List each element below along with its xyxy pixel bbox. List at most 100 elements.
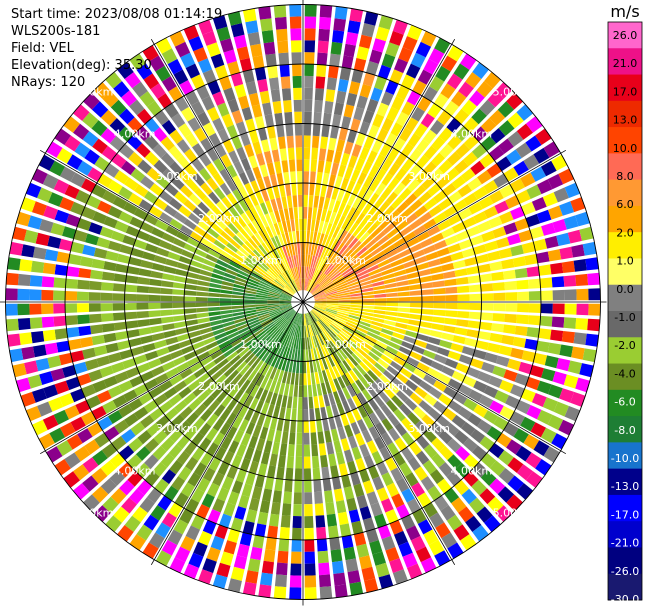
range-gate-cell [394,530,408,546]
range-gate-cell [235,121,247,135]
range-gate-cell [318,443,327,456]
range-gate-cell [280,293,292,299]
range-gate-cell [303,183,309,195]
range-gate-cell [101,271,115,281]
range-gate-cell [453,524,470,541]
range-gate-cell [269,266,279,277]
range-gate-cell [313,270,321,282]
range-gate-cell [344,272,356,281]
range-gate-cell [556,232,571,246]
range-gate-cell [274,161,282,174]
range-gate-cell [423,429,437,443]
range-gate-cell [267,302,280,304]
range-gate-cell [84,439,100,455]
range-gate-cell [463,117,479,133]
range-gate-cell [448,400,462,413]
range-gate-cell [351,382,361,395]
elevation-label: Elevation(deg): 35.30 [11,58,152,73]
range-gate-cell [163,387,178,400]
range-gate-cell [335,228,345,240]
range-gate-cell [352,367,363,379]
range-gate-cell [197,477,211,493]
range-gate-cell [286,135,294,149]
range-gate-cell [288,282,296,293]
range-ring-label: 3.00km [408,170,450,183]
range-gate-cell [319,318,329,329]
range-gate-cell [114,419,129,434]
range-gate-cell [571,244,585,258]
colorbar-segment [608,74,642,102]
range-gate-cell [250,546,263,561]
range-gate-cell [348,314,361,320]
range-gate-cell [261,402,270,415]
range-gate-cell [559,344,574,358]
range-gate-cell [392,332,405,340]
range-gate-cell [350,421,361,435]
range-gate-cell [281,306,293,313]
range-gate-cell [236,443,247,458]
range-gate-cell [220,154,232,168]
range-gate-cell [169,460,184,475]
range-gate-cell [258,348,268,360]
range-gate-cell [514,325,528,336]
range-gate-cell [552,219,567,233]
range-gate-cell [206,482,220,498]
range-gate-cell [230,23,245,38]
range-gate-cell [510,206,525,220]
colorbar-segment [608,468,642,496]
range-gate-cell [74,445,91,462]
range-gate-cell [468,201,483,215]
range-gate-cell [461,488,477,505]
range-gate-cell [257,311,269,317]
range-gate-cell [310,310,319,321]
range-gate-cell [130,346,145,357]
range-gate-cell [310,255,315,268]
range-gate-cell [277,454,286,468]
range-gate-cell [521,201,536,216]
range-gate-cell [114,220,129,233]
range-gate-cell [463,454,479,470]
range-gate-cell [304,52,315,65]
colorbar-tick-label: 10.0 [613,142,638,155]
range-gate-cell [97,416,113,431]
range-gate-cell [160,309,173,317]
range-gate-cell [304,266,307,279]
range-gate-cell [396,85,410,100]
range-gate-cell [365,354,377,366]
range-gate-cell [267,465,276,479]
range-gate-cell [260,318,272,326]
range-gate-cell [251,372,261,385]
range-gate-cell [587,272,600,286]
range-gate-cell [247,319,260,326]
range-gate-cell [93,345,108,357]
range-gate-cell [363,338,375,347]
range-gate-cell [326,298,339,301]
range-gate-cell [265,226,274,239]
range-gate-cell [263,415,272,429]
range-gate-cell [321,332,329,344]
range-gate-cell [245,284,258,290]
range-gate-cell [194,346,208,356]
range-gate-cell [442,270,456,279]
range-gate-cell [355,132,366,147]
range-gate-cell [348,237,359,249]
range-gate-cell [415,450,430,465]
range-gate-cell [341,374,351,387]
range-gate-cell [347,317,360,323]
range-gate-cell [267,353,276,366]
range-gate-cell [362,480,375,494]
range-gate-cell [326,307,338,311]
colorbar-tick-label: -30.0 [611,593,639,606]
range-gate-cell [194,248,208,258]
colorbar-tick-label: 21.0 [613,57,638,70]
range-gate-cell [332,114,342,128]
range-gate-cell [186,271,200,280]
range-gate-cell [365,334,377,344]
range-gate-cell [54,209,70,224]
range-gate-cell [254,116,265,130]
range-gate-cell [157,93,173,109]
colorbar-tick-label: 13.0 [613,114,638,127]
range-gate-cell [160,437,175,452]
range-gate-cell [585,333,599,347]
range-gate-cell [206,442,219,456]
